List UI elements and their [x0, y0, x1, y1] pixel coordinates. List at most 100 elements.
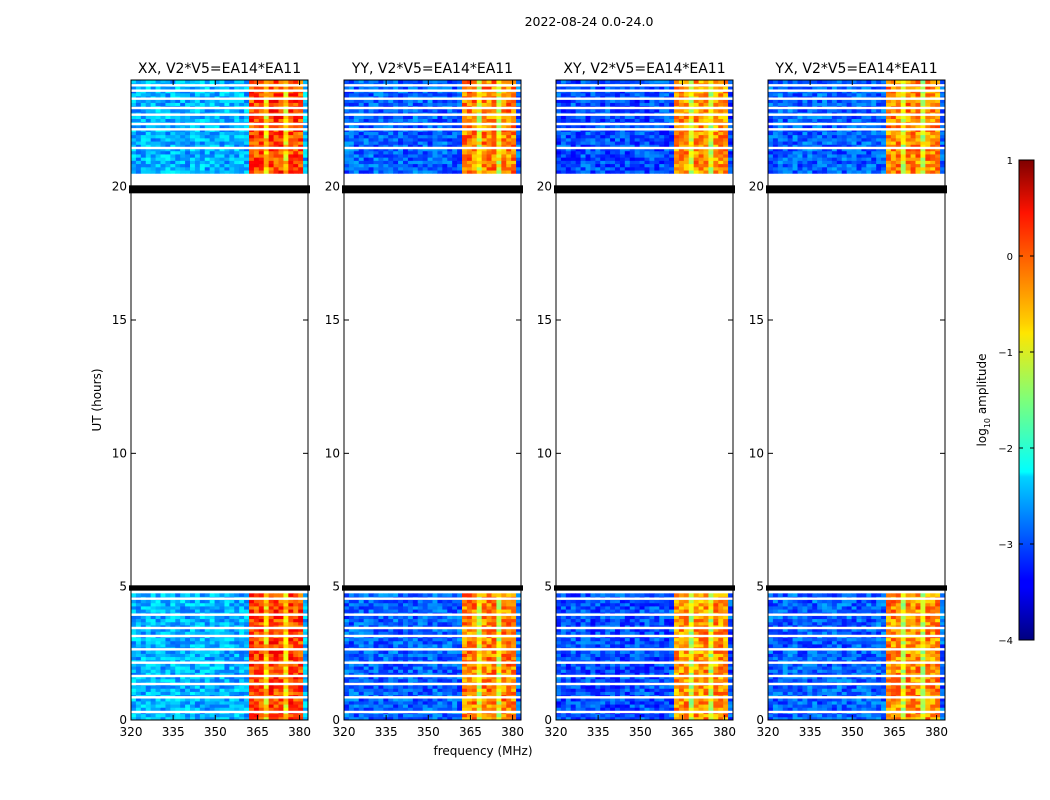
heatmap-cell — [422, 157, 428, 161]
heatmap-cell — [214, 102, 220, 107]
heatmap-cell — [516, 602, 522, 607]
heatmap-cell — [131, 704, 137, 708]
heatmap-cell — [447, 615, 453, 620]
heatmap-cell — [204, 593, 211, 597]
heatmap-cell — [190, 99, 196, 103]
heatmap-cell — [140, 147, 147, 152]
heatmap-cell — [466, 599, 473, 604]
heatmap-cell — [273, 691, 279, 696]
heatmap-cell — [511, 157, 517, 161]
heatmap-cell — [298, 599, 304, 604]
heatmap-cell — [417, 108, 424, 113]
heatmap-cell — [452, 631, 458, 635]
heatmap-cell — [368, 170, 374, 174]
heatmap-cell — [293, 166, 299, 171]
heatmap-cell — [348, 716, 355, 721]
heatmap-cell — [471, 593, 478, 597]
heatmap-cell — [180, 653, 186, 658]
heatmap-cell — [496, 150, 502, 155]
heatmap-cell — [160, 621, 166, 626]
heatmap-cell — [353, 99, 360, 103]
heatmap-cell — [131, 602, 137, 607]
heatmap-cell — [442, 615, 448, 620]
heatmap-cell — [437, 628, 443, 632]
heatmap-cell — [268, 147, 274, 152]
heatmap-cell — [516, 678, 522, 683]
heatmap-cell — [185, 656, 191, 661]
heatmap-cell — [219, 688, 225, 692]
heatmap-cell — [249, 108, 255, 113]
heatmap-cell — [140, 593, 147, 597]
heatmap-cell — [511, 125, 517, 129]
heatmap-cell — [131, 144, 137, 148]
heatmap-cell — [368, 650, 374, 654]
heatmap-cell — [135, 644, 142, 648]
heatmap-cell — [393, 593, 399, 597]
heatmap-cell — [422, 621, 428, 626]
heatmap-cell — [204, 701, 211, 705]
heatmap-cell — [368, 118, 374, 123]
heatmap-cell — [363, 644, 369, 648]
heatmap-cell — [131, 147, 137, 152]
heatmap-cell — [417, 713, 424, 718]
heatmap-cell — [481, 640, 487, 645]
heatmap-cell — [368, 131, 374, 136]
heatmap-cell — [298, 141, 304, 145]
heatmap-cell — [194, 618, 201, 623]
heatmap-cell — [263, 86, 270, 91]
heatmap-cell — [398, 621, 404, 626]
heatmap-cell — [373, 644, 379, 648]
heatmap-cell — [229, 80, 235, 84]
heatmap-cell — [145, 704, 152, 708]
heatmap-cell — [160, 640, 166, 645]
heatmap-cell — [466, 118, 473, 123]
heatmap-cell — [462, 701, 468, 705]
heatmap-cell — [194, 637, 201, 642]
heatmap-cell — [363, 707, 369, 711]
heatmap-cell — [180, 92, 186, 97]
heatmap-cell — [135, 131, 142, 136]
heatmap-cell — [353, 160, 360, 165]
heatmap-cell — [471, 697, 478, 702]
heatmap-cell — [145, 697, 152, 702]
heatmap-cell — [175, 108, 181, 113]
heatmap-cell — [378, 157, 384, 161]
heatmap-cell — [219, 86, 225, 91]
heatmap-cell — [175, 618, 181, 623]
heatmap-cell — [363, 697, 369, 702]
heatmap-cell — [224, 137, 230, 142]
heatmap-cell — [268, 621, 274, 626]
heatmap-cell — [160, 675, 166, 680]
heatmap-cell — [378, 663, 384, 667]
heatmap-cell — [190, 713, 196, 718]
heatmap-cell — [150, 602, 156, 607]
heatmap-cell — [135, 141, 142, 145]
heatmap-cell — [244, 644, 250, 648]
heatmap-cell — [368, 663, 374, 667]
heatmap-cell — [131, 675, 137, 680]
heatmap-cell — [378, 92, 384, 97]
heatmap-cell — [160, 108, 166, 113]
heatmap-cell — [481, 131, 487, 136]
heatmap-cell — [298, 697, 304, 702]
heatmap-cell — [253, 131, 260, 136]
heatmap-cell — [165, 704, 171, 708]
heatmap-cell — [447, 166, 453, 171]
heatmap-cell — [344, 154, 350, 158]
heatmap-cell — [249, 147, 255, 152]
heatmap-cell — [298, 707, 304, 711]
heatmap-cell — [491, 147, 497, 152]
heatmap-cell — [239, 599, 245, 604]
heatmap-cell — [437, 669, 443, 673]
heatmap-cell — [249, 150, 255, 155]
heatmap-cell — [165, 115, 171, 120]
heatmap-cell — [288, 609, 294, 613]
heatmap-cell — [135, 615, 142, 620]
heatmap-cell — [160, 653, 166, 658]
heatmap-cell — [160, 606, 166, 610]
heatmap-cell — [258, 134, 265, 139]
heatmap-cell — [403, 118, 409, 123]
heatmap-cell — [263, 131, 270, 136]
heatmap-cell — [145, 150, 152, 155]
heatmap-cell — [258, 653, 265, 658]
